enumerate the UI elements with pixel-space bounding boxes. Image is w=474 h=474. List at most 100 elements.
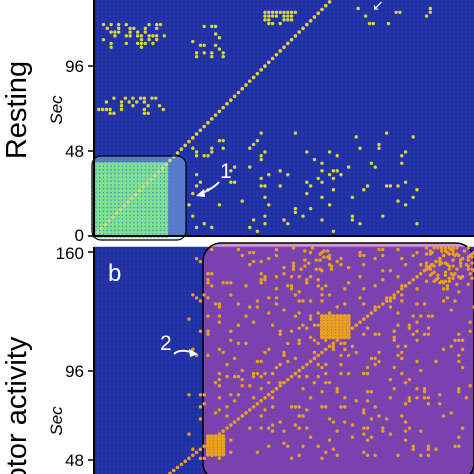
recurrence-point [331, 188, 336, 192]
panel-b-ylabel: otor activity [1, 336, 33, 474]
recurrence-point [278, 21, 282, 26]
cluster-point [118, 215, 123, 220]
cluster-point [152, 165, 157, 171]
cluster-point [137, 165, 142, 171]
recurrence-point [289, 18, 294, 22]
cluster-point [209, 434, 214, 439]
panel-b-letter: b [108, 260, 121, 287]
cluster-point [338, 329, 344, 334]
recurrence-point [350, 214, 355, 218]
cluster-point [107, 199, 112, 205]
recurrence-point [274, 14, 279, 18]
cluster-point [99, 169, 104, 174]
recurrence-point [270, 429, 275, 433]
cluster-point [152, 169, 157, 174]
cluster-point [126, 215, 131, 220]
recurrence-point [229, 281, 233, 285]
recurrence-point [104, 100, 109, 104]
recurrence-point [466, 258, 470, 262]
cluster-point [160, 207, 165, 212]
cluster-point [145, 215, 150, 220]
diagonal-point [282, 45, 286, 49]
recurrence-point [396, 453, 400, 458]
recurrence-point [305, 150, 309, 154]
cluster-point [103, 192, 108, 197]
cluster-point [133, 211, 138, 216]
cluster-point [137, 181, 142, 186]
cluster-point [221, 443, 226, 448]
recurrence-point [112, 111, 116, 115]
recurrence-point [403, 150, 408, 154]
recurrence-point [451, 258, 455, 262]
recurrence-point [362, 411, 366, 415]
diagonal-point [164, 162, 168, 167]
cluster-point [110, 203, 116, 208]
cluster-point [133, 162, 138, 167]
recurrence-point [198, 405, 203, 409]
diagonal-point [210, 438, 214, 442]
cluster-point [319, 323, 325, 328]
cluster-point [164, 169, 169, 174]
recurrence-point [466, 246, 470, 250]
recurrence-point [274, 287, 279, 291]
recurrence-point [198, 43, 203, 48]
recurrence-point [326, 249, 330, 253]
recurrence-point [367, 21, 372, 26]
recurrence-point [259, 154, 263, 158]
diagonal-point [403, 284, 408, 288]
cluster-point [137, 215, 142, 220]
diagonal-point [225, 426, 229, 430]
cluster-point [129, 173, 135, 178]
recurrence-point [331, 420, 336, 424]
cluster-point [129, 215, 135, 220]
diagonal-point [183, 143, 187, 148]
cluster-point [164, 207, 169, 212]
cluster-point [319, 335, 325, 340]
cluster-point [110, 162, 116, 167]
recurrence-point [415, 302, 419, 306]
recurrence-point [202, 154, 206, 158]
cluster-point [145, 218, 150, 223]
cluster-point [145, 188, 150, 193]
cluster-point [137, 177, 142, 182]
recurrence-point [346, 320, 351, 324]
cluster-point [148, 196, 154, 201]
cluster-point [126, 230, 131, 235]
recurrence-point [251, 259, 256, 264]
recurrence-point [392, 335, 396, 339]
cluster-point [118, 218, 123, 223]
cluster-point [107, 226, 112, 231]
cluster-point [126, 162, 131, 167]
recurrence-point [155, 34, 159, 38]
recurrence-point [436, 246, 440, 250]
recurrence-point [388, 305, 393, 309]
recurrence-point [147, 22, 151, 27]
cluster-point [338, 320, 344, 325]
cluster-point [103, 199, 108, 205]
recurrence-point [392, 387, 396, 391]
cluster-point [342, 317, 347, 322]
recurrence-point [236, 323, 241, 327]
recurrence-point [286, 18, 290, 22]
cluster-point [107, 192, 112, 197]
cluster-point [110, 192, 116, 197]
recurrence-point [289, 284, 294, 288]
recurrence-point [229, 338, 233, 342]
panel-a-ytick-96: 96 [65, 57, 84, 76]
cluster-point [103, 203, 108, 208]
recurrence-point [206, 329, 210, 333]
recurrence-point [194, 184, 199, 188]
recurrence-point [346, 281, 351, 285]
recurrence-point [236, 374, 241, 379]
recurrence-point [259, 157, 263, 162]
recurrence-point [320, 299, 324, 303]
cluster-point [327, 335, 332, 340]
recurrence-point [267, 14, 271, 18]
recurrence-point [377, 350, 381, 355]
recurrence-point [381, 426, 385, 430]
recurrence-point [457, 390, 461, 394]
diagonal-point [217, 432, 222, 436]
recurrence-point [400, 356, 404, 361]
diagonal-point [137, 188, 142, 193]
recurrence-point [324, 332, 328, 336]
